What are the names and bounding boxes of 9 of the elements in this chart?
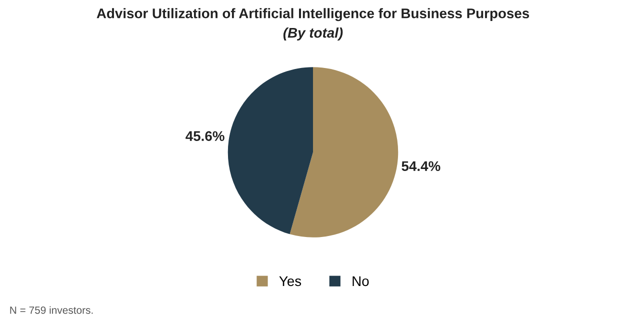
pie-slice — [228, 67, 313, 234]
text: N = 759 investors. — [10, 306, 93, 314]
pie-slice — [290, 67, 398, 238]
legend-label: No — [352, 276, 369, 286]
data-label: 45.6% — [186, 131, 224, 141]
chart-subtitle: (By total) — [283, 28, 343, 40]
legend-label: Yes — [279, 276, 302, 286]
chart-title: Advisor Utilization of Artificial Intelligence for Business Purposes — [96, 8, 530, 22]
data-label: 54.4% — [402, 161, 440, 172]
